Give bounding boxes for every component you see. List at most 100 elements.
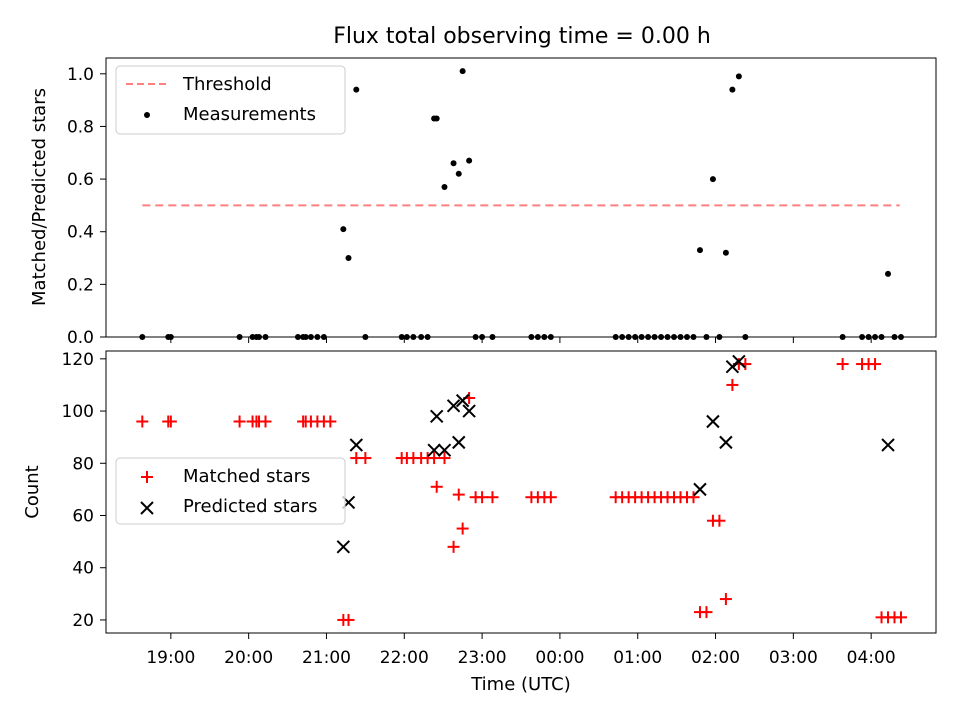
legend-measurements-marker [144,112,150,118]
top-axes: 0.0 0.2 0.4 0.6 0.8 1.0 Matched/Predicted sta… [29,57,937,348]
legend-matched-marker [141,471,153,483]
measurement-point [677,334,684,340]
measurement-point [236,334,243,340]
top-y-tick-label: 0.6 [67,170,94,190]
matched-stars-point [486,491,499,504]
measurement-point [729,86,736,93]
measurement-point [645,334,652,340]
measurement-point [619,334,626,340]
legend-predicted-marker [140,501,154,515]
top-y-tick-label: 0.8 [67,117,94,137]
predicted-stars-point [336,540,351,554]
measurement-point [320,334,327,340]
measurement-point [625,334,632,340]
x-tick-label: 01:00 [613,648,662,668]
measurement-point [534,334,541,340]
legend-threshold-label: Threshold [182,74,272,95]
matched-stars-point [687,491,700,504]
matched-stars-point [726,378,739,391]
measurement-point [424,334,431,340]
x-tick-label: 02:00 [691,648,740,668]
matched-stars-point [713,514,726,527]
matched-stars-point [136,415,149,428]
measurement-point [839,334,846,340]
measurement-point [307,334,314,340]
top-y-tick-label: 0.4 [67,223,94,243]
measurement-point [664,334,671,340]
bottom-y-tick-label: 60 [72,507,94,527]
predicted-stars-point [446,399,461,413]
measurement-point [690,334,697,340]
predicted-stars-point [719,435,733,450]
x-tick-label: 21:00 [302,648,351,668]
bottom-marks [136,354,907,626]
predicted-stars-point [427,443,441,457]
matched-stars-point [359,452,372,465]
matched-stars-point [438,452,451,465]
measurement-point [345,255,352,262]
matched-stars-point [342,613,355,626]
matched-stars-point [544,491,557,504]
measurement-point [294,334,301,340]
measurement-point [872,334,879,340]
measurement-point [859,334,866,340]
x-tick-label: 22:00 [380,648,429,668]
measurement-point [638,334,645,340]
predicted-stars-point [429,409,444,423]
bottom-y-tick-label: 80 [72,454,94,474]
measurement-point [139,334,146,340]
bottom-y-tick-label: 120 [62,350,94,370]
matched-stars-point [447,540,460,553]
measurement-point [455,170,462,177]
matched-stars-point [428,452,441,465]
measurement-point [398,334,405,340]
measurement-point [722,249,729,256]
predicted-stars-point [881,438,895,452]
measurement-point [450,160,457,167]
bottom-y-axis-label: Count [22,465,43,518]
measurement-point [472,334,479,340]
measurement-point [541,334,548,340]
measurement-point [547,334,554,340]
bottom-axes: 20 40 60 80 100 120 19:00 20:00 21:00 22:00 23:00… [22,350,937,695]
measurement-point [528,334,535,340]
predicted-stars-point [462,404,476,418]
x-tick-label: 04:00 [847,648,896,668]
top-legend-box [115,65,346,135]
measurement-point [897,334,904,340]
measurement-point [885,270,892,277]
measurement-point [696,247,703,254]
measurement-point [262,334,269,340]
legend-measurements-label: Measurements [183,104,316,125]
measurement-point [362,334,369,340]
measurement-point [658,334,665,340]
top-y-ticks: 0.0 0.2 0.4 0.6 0.8 1.0 [67,65,106,348]
bottom-legend-box [115,457,346,525]
top-y-tick-label: 0.2 [67,275,94,295]
measurement-point [709,176,716,183]
measurement-point [302,334,309,340]
matched-stars-point [836,358,849,371]
measurement-point [459,68,466,75]
bottom-y-tick-label: 40 [72,559,94,579]
matched-stars-point [164,415,177,428]
measurement-point [703,334,710,340]
predicted-stars-point [693,482,707,497]
predicted-stars-point [437,443,452,457]
x-axis-label: Time (UTC) [470,674,571,695]
measurement-point [403,334,410,340]
matched-stars-point [324,415,337,428]
matched-stars-point [456,522,469,535]
measurement-point [314,334,321,340]
predicted-stars-point [706,414,720,429]
measurement-point [466,157,473,164]
top-x-ticks [170,337,872,343]
bottom-y-ticks: 20 40 60 80 100 120 [62,350,106,631]
measurement-point [256,334,263,340]
measurement-point [340,226,347,233]
measurement-point [489,334,496,340]
matched-stars-point [259,415,272,428]
bottom-y-tick-label: 20 [72,611,94,631]
measurement-point [865,334,872,340]
